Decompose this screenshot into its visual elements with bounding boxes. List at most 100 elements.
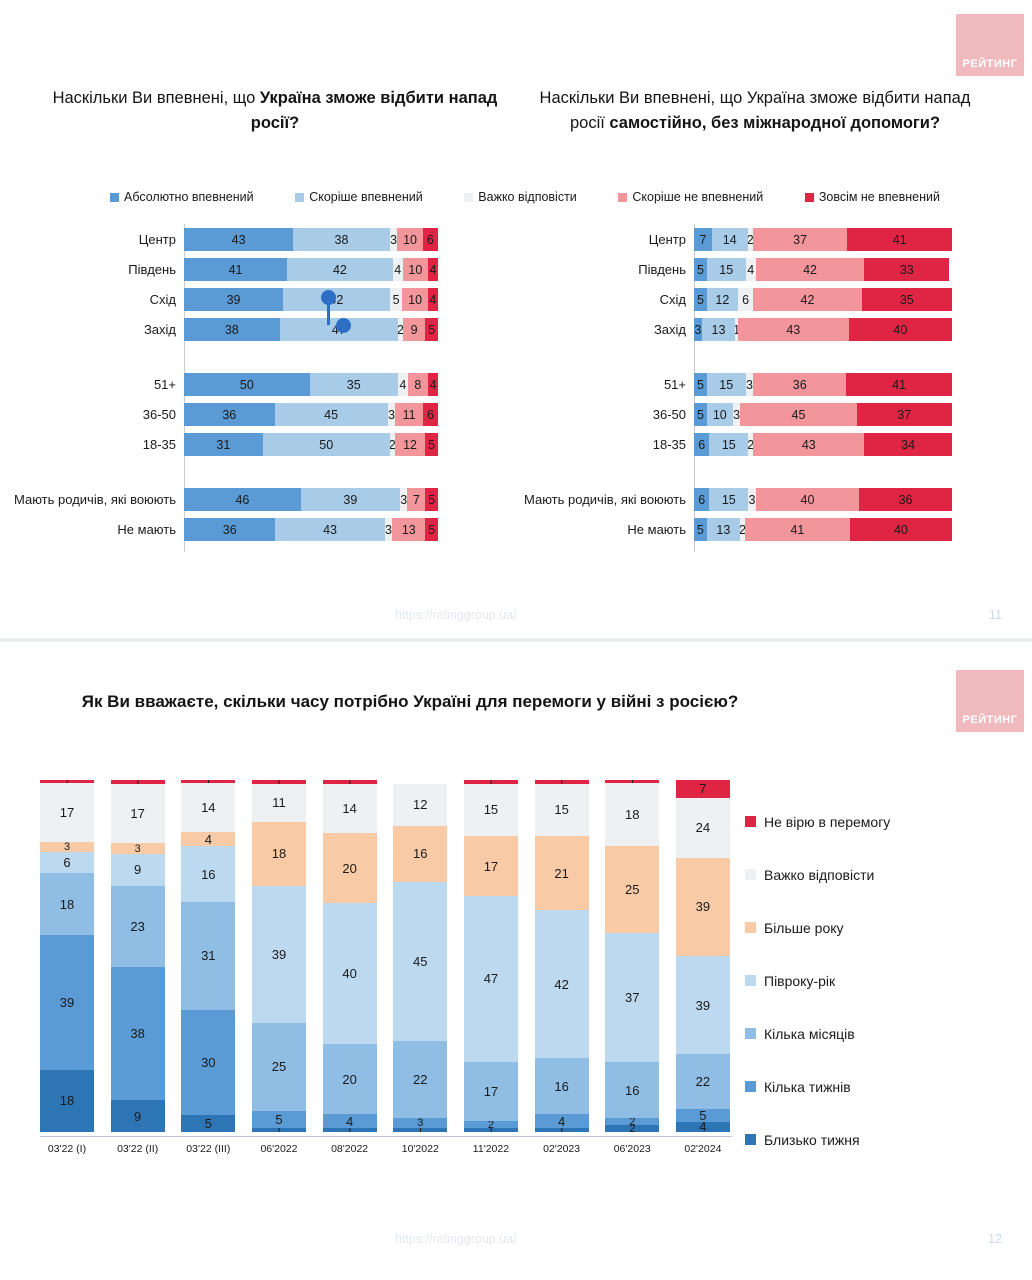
bar-segment: 1 <box>534 780 589 784</box>
bar-segment: 37 <box>605 933 660 1063</box>
legend-label: Близько тижня <box>764 1131 860 1148</box>
bar-segment: 3 <box>110 843 165 854</box>
bar-segment: 5 <box>694 373 707 396</box>
footer-url-slide1[interactable]: https://ratinggroup.ua/ <box>395 608 517 622</box>
bar-segment: 11 <box>251 783 306 823</box>
bar-segment: 1 <box>463 780 518 784</box>
row-label: Центр <box>138 232 176 247</box>
bar-segment: 16 <box>534 1058 589 1115</box>
title-left-plain: Наскільки Ви впевнені, що <box>52 89 260 107</box>
bar-segment: 15 <box>534 783 589 837</box>
bar-segment: 18 <box>251 822 306 886</box>
bar-segment: 40 <box>755 488 860 511</box>
legend-label: Абсолютно впевнений <box>124 190 254 204</box>
chart-row: 18-35 31 50 2 12 5 <box>0 433 500 456</box>
bar-segment: 1 <box>393 1128 448 1132</box>
bar-segment: 5 <box>425 518 438 541</box>
group-spacer <box>0 463 500 488</box>
x-axis-tick-label: 02'2023 <box>543 1143 581 1155</box>
stacked-bar: 5 13 2 41 40 <box>694 518 952 541</box>
bar-segment: 45 <box>740 403 857 426</box>
chart-title-left: Наскільки Ви впевнені, що Україна зможе … <box>40 86 510 136</box>
bar-segment: 3 <box>694 318 702 341</box>
bar-segment: 6 <box>40 852 94 874</box>
bar-segment: 11 <box>395 403 423 426</box>
legend-label: Зовсім не впевнений <box>818 190 940 204</box>
bar-segment: 25 <box>251 1022 306 1111</box>
bar-segment: 39 <box>675 956 730 1055</box>
bar-segment: 9 <box>402 318 426 341</box>
stacked-bar: 36 43 3 13 5 <box>184 518 438 541</box>
bar-segment: 10 <box>402 258 428 281</box>
row-label: Не мають <box>117 522 176 537</box>
group-spacer <box>510 348 1020 373</box>
chart-row: Мають родичів, які воюють 6 15 3 40 36 <box>510 488 1020 511</box>
chart-row: 36-50 5 10 3 45 37 <box>510 403 1020 426</box>
bar-segment: 31 <box>184 433 263 456</box>
bar-segment: 42 <box>287 258 393 281</box>
bar-segment: 39 <box>300 488 400 511</box>
chart-row: Схід 39 42 5 10 4 <box>0 288 500 311</box>
chart-row: 18-35 6 15 2 43 34 <box>510 433 1020 456</box>
legend-swatch-icon <box>745 922 756 933</box>
x-axis-tick-label: 03'22 (III) <box>186 1143 231 1155</box>
bar-segment: 3 <box>732 403 741 426</box>
page-number-slide1: 11 <box>989 608 1002 622</box>
bar-segment: 16 <box>181 846 236 902</box>
bar-segment: 36 <box>753 373 847 396</box>
x-axis-tick-label: 06'2022 <box>260 1143 298 1155</box>
bar-segment: 40 <box>322 903 377 1045</box>
vertical-stacked-bar-chart: 1173618391811739233891144163130511118392… <box>40 779 730 1135</box>
bar-segment: 3 <box>399 488 408 511</box>
bar-segment: 1 <box>322 780 377 784</box>
legend-item-bottom-6: Близько тижня <box>745 1113 1005 1166</box>
legend-item-0: Абсолютно впевнений <box>110 190 254 204</box>
stacked-bar: 7 14 2 37 41 <box>694 228 953 251</box>
group-spacer <box>510 463 1020 488</box>
bar-segment: 6 <box>422 403 438 426</box>
row-label: Захід <box>143 322 176 337</box>
bar-segment: 4 <box>397 373 408 396</box>
bar-segment: 43 <box>184 228 294 251</box>
footer-url-slide2[interactable]: https://ratinggroup.ua/ <box>395 1232 517 1246</box>
legend-swatch-icon <box>745 1134 756 1145</box>
stacked-bar: 43 38 3 10 6 <box>184 228 438 251</box>
bar-segment: 2 <box>748 433 754 456</box>
stacked-bar: 5 15 4 42 33 <box>694 258 952 281</box>
bar-segment: 15 <box>706 258 746 281</box>
legend-bottom: Не вірю в перемогу Важко відповісти Більше… <box>745 795 1005 1166</box>
bar-segment: 2 <box>747 228 753 251</box>
bar-segment: 38 <box>184 318 280 341</box>
bar-segment: 15 <box>706 373 746 396</box>
bar-segment: 33 <box>864 258 950 281</box>
bar-segment: 42 <box>755 258 865 281</box>
legend-item-bottom-1: Важко відповісти <box>745 848 1005 901</box>
bar-segment: 5 <box>425 433 438 456</box>
row-label: Мають родичів, які воюють <box>14 492 176 507</box>
bar-segment: 14 <box>181 783 236 833</box>
chart-row: 51+ 5 15 3 36 41 <box>510 373 1020 396</box>
bar-segment: 20 <box>322 832 377 904</box>
bar-segment: 2 <box>605 1125 660 1132</box>
legend-item-4: Зовсім не впевнений <box>804 190 940 204</box>
row-label: Не мають <box>627 522 686 537</box>
row-label: Мають родичів, які воюють <box>524 492 686 507</box>
legend-item-1: Скоріше впевнений <box>295 190 423 204</box>
bar-segment: 22 <box>675 1054 730 1110</box>
bar-segment: 4 <box>427 288 438 311</box>
bar-segment: 5 <box>425 488 438 511</box>
legend-swatch-icon <box>295 192 305 202</box>
row-label: 36-50 <box>142 407 176 422</box>
bar-segment: 10 <box>402 288 428 311</box>
row-label: Схід <box>659 292 686 307</box>
bar-segment: 14 <box>711 228 748 251</box>
bar-segment: 45 <box>393 882 448 1041</box>
bar-segment: 7 <box>694 228 712 251</box>
bar-segment: 5 <box>694 258 707 281</box>
x-axis-tick-label: 06'2023 <box>613 1143 651 1155</box>
bar-segment: 3 <box>40 842 94 853</box>
row-label: Центр <box>648 232 686 247</box>
bar-segment: 31 <box>181 901 236 1011</box>
chart-row: Центр 7 14 2 37 41 <box>510 228 1020 251</box>
bar-columns: 1173618391811739233891144163130511118392… <box>40 779 730 1132</box>
